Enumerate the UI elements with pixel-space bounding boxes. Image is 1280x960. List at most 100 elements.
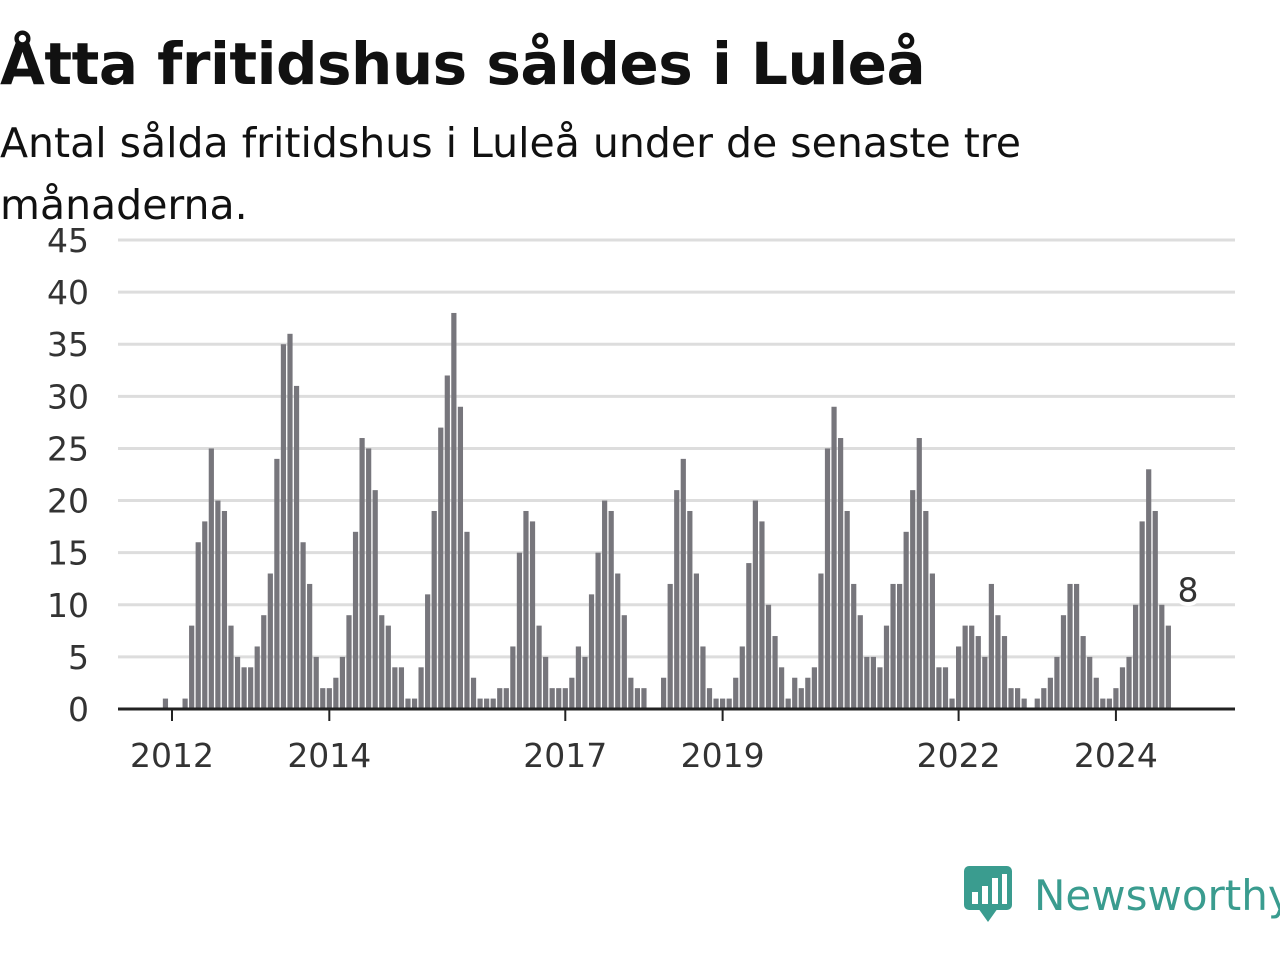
bar bbox=[857, 615, 863, 709]
bar bbox=[208, 448, 214, 709]
bar bbox=[982, 656, 988, 709]
x-tick-label: 2022 bbox=[917, 736, 1001, 775]
bar bbox=[897, 583, 903, 709]
bar bbox=[234, 656, 241, 709]
bar bbox=[936, 667, 942, 709]
bar bbox=[1067, 583, 1073, 709]
bar bbox=[1014, 688, 1021, 709]
bar bbox=[759, 521, 765, 709]
bar bbox=[910, 490, 916, 709]
bar bbox=[385, 625, 391, 709]
bar bbox=[595, 552, 601, 709]
bar bbox=[425, 594, 431, 709]
bar bbox=[438, 427, 444, 709]
bar bbox=[182, 698, 188, 709]
bar bbox=[929, 573, 935, 709]
bar bbox=[1119, 667, 1126, 709]
bar bbox=[582, 656, 588, 709]
bar bbox=[621, 615, 627, 709]
bar bbox=[484, 698, 490, 709]
bar bbox=[1080, 636, 1086, 709]
bar bbox=[366, 448, 372, 709]
bar bbox=[464, 531, 470, 709]
bar bbox=[562, 688, 568, 709]
bar bbox=[700, 646, 706, 709]
bar bbox=[241, 667, 247, 709]
bar bbox=[398, 667, 405, 709]
bar bbox=[942, 667, 949, 709]
bar bbox=[726, 698, 732, 709]
bar bbox=[228, 625, 234, 709]
bar bbox=[215, 500, 221, 709]
bar bbox=[248, 667, 254, 709]
bar bbox=[792, 677, 798, 709]
bar bbox=[805, 677, 811, 709]
bar bbox=[1087, 656, 1093, 709]
bar bbox=[575, 646, 582, 709]
bar bbox=[261, 615, 267, 709]
bar bbox=[1047, 677, 1053, 709]
bar bbox=[969, 625, 975, 709]
bar bbox=[733, 677, 739, 709]
y-tick-label: 30 bbox=[47, 377, 89, 416]
bar bbox=[287, 333, 293, 709]
bar bbox=[346, 615, 352, 709]
bar bbox=[392, 667, 398, 709]
bar bbox=[1073, 583, 1080, 709]
bar bbox=[379, 615, 385, 709]
bar bbox=[752, 500, 758, 709]
bar bbox=[615, 573, 621, 709]
bar bbox=[687, 510, 693, 709]
bar bbox=[870, 656, 876, 709]
bar bbox=[490, 698, 496, 709]
bar bbox=[1001, 636, 1008, 709]
bar bbox=[1146, 469, 1152, 709]
brand-logo: Newsworthy bbox=[962, 860, 1280, 930]
bar bbox=[772, 636, 778, 709]
bar bbox=[359, 438, 365, 709]
bar bbox=[661, 677, 667, 709]
bar bbox=[903, 531, 909, 709]
bar bbox=[962, 625, 968, 709]
bar bbox=[785, 698, 791, 709]
y-tick-label: 5 bbox=[68, 638, 89, 677]
bar bbox=[333, 677, 339, 709]
y-tick-label: 40 bbox=[47, 273, 89, 312]
bar bbox=[451, 312, 457, 709]
chart-title: Åtta fritidshus såldes i Luleå bbox=[0, 30, 926, 98]
x-tick-label: 2019 bbox=[681, 736, 765, 775]
y-tick-label: 0 bbox=[68, 690, 89, 729]
y-tick-label: 35 bbox=[47, 325, 89, 364]
bar bbox=[720, 698, 726, 709]
bar bbox=[798, 688, 804, 709]
bar bbox=[1139, 521, 1145, 709]
bar bbox=[739, 646, 745, 709]
y-tick-label: 45 bbox=[47, 221, 89, 260]
bar bbox=[746, 563, 752, 709]
bar bbox=[569, 677, 575, 709]
bar bbox=[602, 500, 608, 709]
newsworthy-logo-icon bbox=[964, 866, 1012, 922]
bar bbox=[1159, 604, 1165, 709]
bar bbox=[674, 490, 680, 709]
bar bbox=[326, 688, 332, 709]
bar bbox=[1021, 698, 1027, 709]
bar bbox=[189, 625, 195, 709]
bar bbox=[280, 344, 287, 709]
y-tick-label: 15 bbox=[47, 534, 89, 573]
bar bbox=[818, 573, 824, 709]
bar bbox=[405, 698, 411, 709]
bar bbox=[877, 667, 883, 709]
bar bbox=[1100, 698, 1106, 709]
bar bbox=[628, 677, 634, 709]
y-tick-label: 20 bbox=[47, 482, 89, 521]
bar bbox=[431, 510, 437, 709]
bar bbox=[693, 573, 699, 709]
bar bbox=[883, 625, 890, 709]
bar bbox=[1034, 698, 1040, 709]
bar bbox=[516, 552, 523, 709]
bar bbox=[320, 688, 326, 709]
bar bbox=[254, 646, 260, 709]
bar bbox=[975, 636, 981, 709]
bar bbox=[864, 656, 870, 709]
